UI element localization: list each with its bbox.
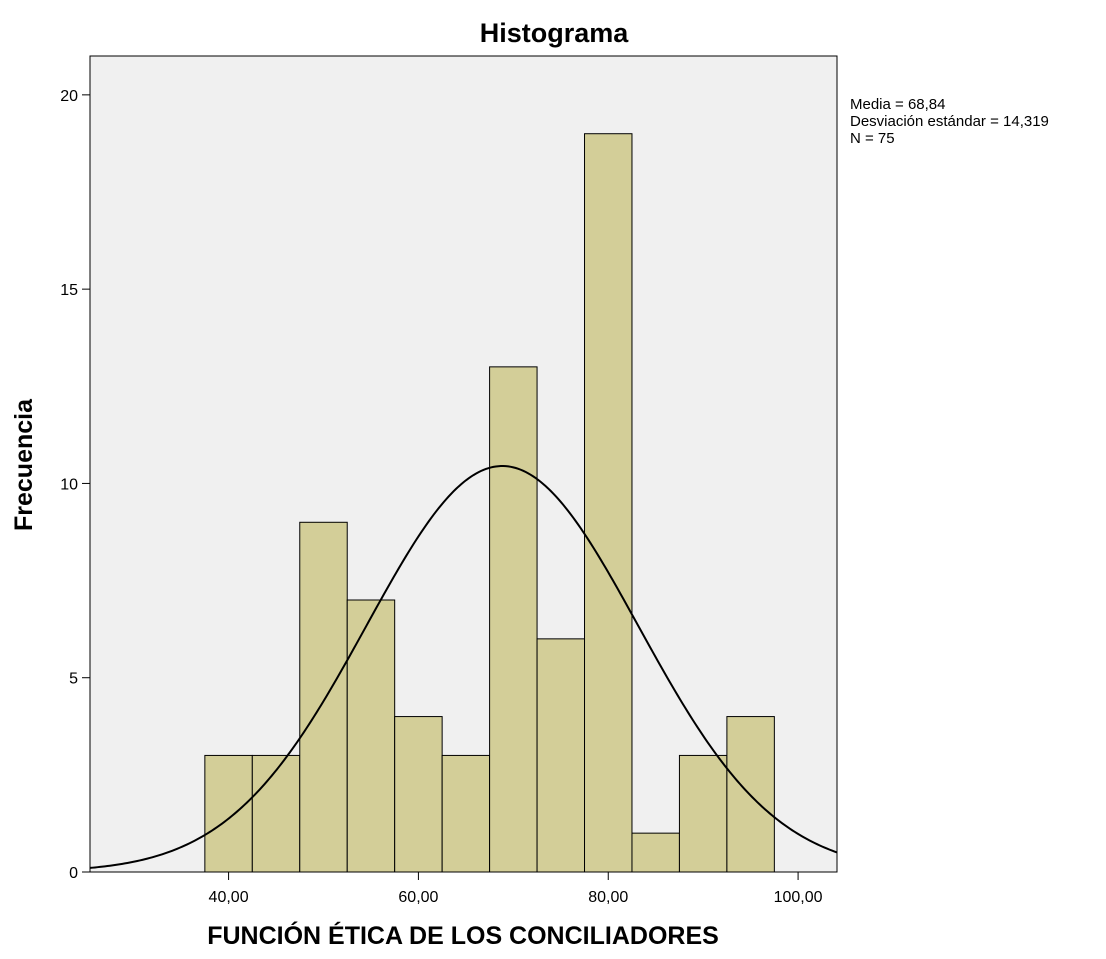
histogram-bar-9 [631, 832, 680, 873]
x-tick-label-3: 100,00 [774, 889, 823, 906]
stat-line-sd: Desviación estándar = 14,319 [850, 113, 1049, 130]
normal-curve [89, 465, 838, 869]
plot-frame [89, 55, 838, 873]
y-tick-label-3: 15 [60, 282, 78, 299]
histogram-bar-1 [251, 754, 301, 873]
y-axis: 0 5 10 15 20 [60, 88, 90, 882]
histogram-bar-3 [346, 599, 396, 873]
y-tick-label-2: 10 [60, 476, 78, 493]
y-axis-label: Frecuencia [10, 398, 38, 531]
histogram-bar-7 [536, 638, 586, 873]
histogram-bar-10 [678, 754, 728, 873]
histogram-bar-8 [584, 133, 633, 873]
plot-area [89, 55, 838, 873]
x-tick-label-0: 40,00 [209, 889, 249, 906]
histogram-bar-4 [394, 716, 443, 873]
chart-title: Histograma [480, 18, 630, 48]
histogram-bar-6 [489, 366, 538, 873]
histogram-bar-0 [204, 754, 253, 873]
stat-line-mean: Media = 68,84 [850, 96, 946, 113]
stats-box: Media = 68,84 Desviación estándar = 14,3… [850, 96, 1049, 147]
y-tick-label-1: 5 [69, 671, 78, 688]
histogram-bar-2 [299, 521, 348, 873]
x-tick-label-2: 80,00 [588, 889, 628, 906]
x-axis-label: FUNCIÓN ÉTICA DE LOS CONCILIADORES [207, 920, 719, 950]
x-axis: 40,00 60,00 80,00 100,00 [209, 872, 823, 906]
y-tick-label-0: 0 [69, 865, 78, 882]
histogram-bar-5 [441, 754, 491, 873]
x-tick-label-1: 60,00 [398, 889, 438, 906]
y-tick-label-4: 20 [60, 88, 78, 105]
stat-line-n: N = 75 [850, 130, 895, 147]
bars-group [204, 133, 775, 873]
